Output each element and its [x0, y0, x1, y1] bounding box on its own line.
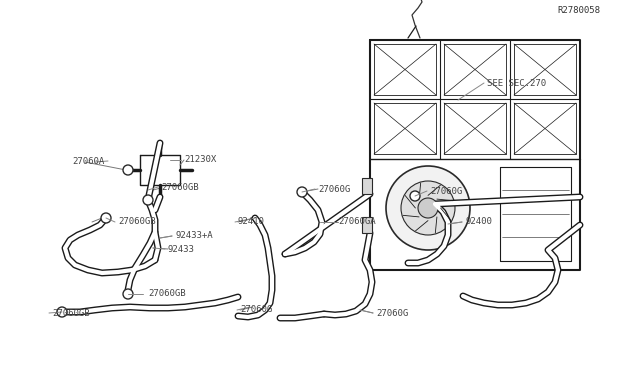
Text: 92400: 92400: [465, 218, 492, 227]
Text: 92410: 92410: [238, 218, 265, 227]
Text: 92433: 92433: [168, 244, 195, 253]
Text: 21230X: 21230X: [184, 155, 216, 164]
Text: 27060GB: 27060GB: [52, 308, 90, 317]
FancyBboxPatch shape: [362, 178, 372, 194]
Circle shape: [386, 166, 470, 250]
Circle shape: [401, 181, 455, 235]
Text: 27060G: 27060G: [240, 305, 272, 314]
Circle shape: [418, 198, 438, 218]
Text: 27060G: 27060G: [430, 186, 462, 196]
Text: R2780058: R2780058: [557, 6, 600, 15]
Text: 27060G: 27060G: [376, 308, 408, 317]
Text: 27060GB: 27060GB: [118, 218, 156, 227]
Text: 27060GA: 27060GA: [338, 218, 376, 227]
Text: SEE SEC.270: SEE SEC.270: [487, 78, 546, 87]
Circle shape: [101, 213, 111, 223]
Circle shape: [297, 187, 307, 197]
Text: 27060GB: 27060GB: [148, 289, 186, 298]
Text: 27060A: 27060A: [72, 157, 104, 167]
Circle shape: [123, 289, 133, 299]
Circle shape: [123, 165, 133, 175]
Circle shape: [57, 307, 67, 317]
Text: 27060GB: 27060GB: [161, 183, 198, 192]
FancyBboxPatch shape: [362, 217, 372, 233]
Text: 27060G: 27060G: [318, 185, 350, 193]
Circle shape: [143, 195, 153, 205]
Text: 92433+A: 92433+A: [175, 231, 212, 241]
Circle shape: [410, 191, 420, 201]
